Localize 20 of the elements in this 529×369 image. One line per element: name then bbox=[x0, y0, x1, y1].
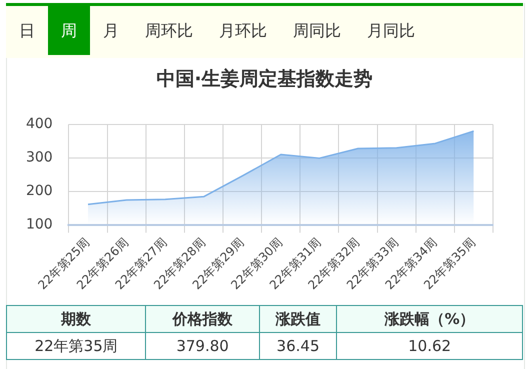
chart-title: 中国·生姜周定基指数走势 bbox=[155, 67, 374, 92]
text: 月 bbox=[102, 20, 120, 42]
y-tick-label: 300 bbox=[26, 149, 53, 166]
text: 周 bbox=[48, 6, 90, 55]
text: 期数 bbox=[6, 306, 146, 332]
text: 22年第35周 bbox=[6, 332, 146, 360]
text: 涨跌值 bbox=[259, 306, 337, 332]
text: 379.80 bbox=[146, 332, 260, 360]
text: 价格指数 bbox=[146, 306, 260, 332]
text: 月同比 bbox=[366, 20, 416, 42]
text: 周同比 bbox=[292, 20, 342, 42]
y-tick-label: 400 bbox=[26, 116, 53, 132]
text: 周环比 bbox=[144, 20, 194, 42]
y-tick-label: 200 bbox=[26, 182, 53, 199]
text: 涨跌幅（%） bbox=[336, 306, 522, 332]
text: 10.62 bbox=[336, 332, 522, 360]
text: 36.45 bbox=[259, 332, 337, 360]
text: 月环比 bbox=[218, 20, 268, 42]
y-tick-label: 100 bbox=[26, 216, 53, 232]
text: 日 bbox=[18, 20, 36, 42]
